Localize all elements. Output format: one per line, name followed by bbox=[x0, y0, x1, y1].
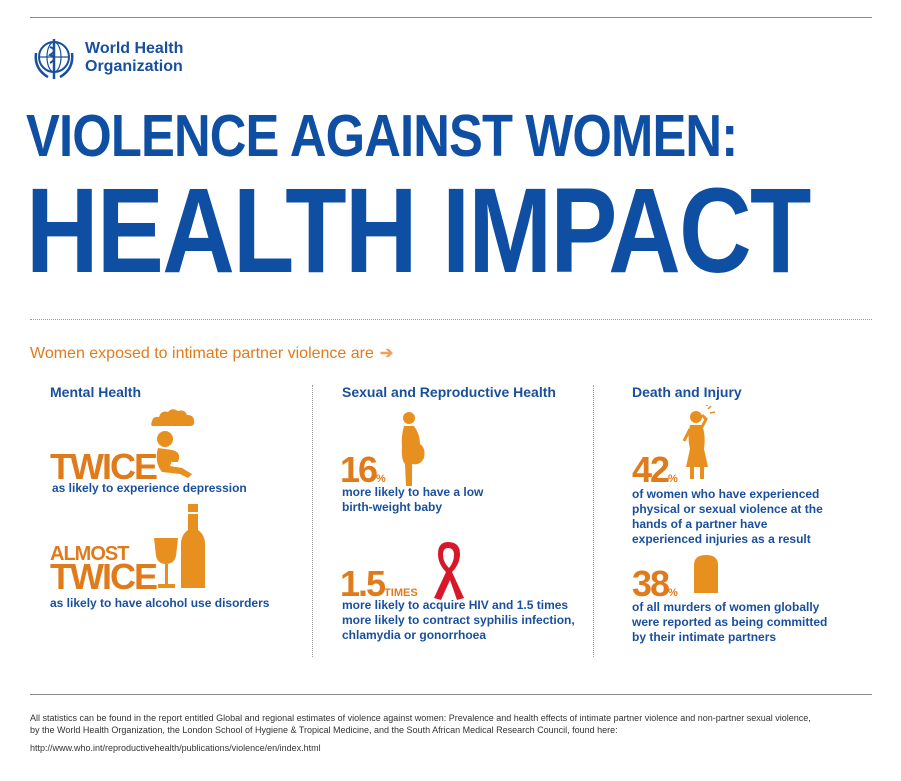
mental-stat-2-description: as likely to have alcohol use disorders bbox=[50, 596, 270, 610]
sexual-stat-2-description: more likely to acquire HIV and 1.5 times… bbox=[342, 598, 575, 643]
mental-health-heading: Mental Health bbox=[50, 384, 142, 400]
death-stat-2-unit: % bbox=[668, 587, 678, 599]
who-emblem-icon bbox=[34, 39, 74, 79]
title-divider bbox=[30, 319, 872, 320]
top-divider bbox=[30, 17, 872, 18]
sexual-stat-1-desc-line-1: more likely to have a low bbox=[342, 485, 484, 499]
footer-line-1: All statistics can be found in the repor… bbox=[30, 713, 811, 723]
death-stat-2-desc-line-3: by their intimate partners bbox=[632, 630, 777, 644]
footer-url[interactable]: http://www.who.int/reproductivehealth/pu… bbox=[30, 743, 321, 753]
organization-line-1: World Health bbox=[85, 40, 184, 57]
footer-source: All statistics can be found in the repor… bbox=[30, 712, 875, 736]
organization-name: World Health Organization bbox=[85, 40, 183, 76]
depressed-person-icon bbox=[156, 431, 192, 478]
sexual-stat-2: 1.5TIMES bbox=[340, 566, 418, 602]
sexual-stat-1: 16% bbox=[340, 452, 386, 488]
wine-bottle-glass-icon bbox=[154, 504, 205, 588]
death-injury-heading: Death and Injury bbox=[632, 384, 742, 400]
death-stat-2-desc-line-2: were reported as being committed bbox=[632, 615, 828, 629]
sexual-stat-1-value: 16 bbox=[340, 449, 378, 490]
organization-line-2: Organization bbox=[85, 58, 183, 75]
sexual-stat-1-desc-line-2: birth-weight baby bbox=[342, 500, 442, 514]
sexual-stat-1-description: more likely to have a low birth-weight b… bbox=[342, 485, 483, 515]
death-stat-1: 42% bbox=[632, 452, 678, 488]
sexual-stat-2-unit: TIMES bbox=[384, 587, 418, 599]
cloud-icon bbox=[151, 409, 195, 426]
tombstone-icon bbox=[694, 555, 718, 593]
footer-line-2: by the World Health Organization, the Lo… bbox=[30, 725, 618, 735]
mental-stat-2-value: TWICE bbox=[50, 556, 158, 597]
intro-text: Women exposed to intimate partner violen… bbox=[30, 345, 374, 362]
death-stat-1-value: 42 bbox=[632, 449, 670, 490]
intro-line: Women exposed to intimate partner violen… bbox=[30, 343, 393, 363]
sexual-health-heading: Sexual and Reproductive Health bbox=[342, 384, 556, 400]
title-line-1: VIOLENCE AGAINST WOMEN: bbox=[26, 103, 738, 169]
death-stat-1-unit: % bbox=[668, 473, 678, 485]
arrow-right-icon: ➔ bbox=[379, 345, 394, 362]
death-stat-2-value: 38 bbox=[632, 563, 670, 604]
footer-divider bbox=[30, 694, 872, 695]
death-stat-1-desc-line-4: experienced injuries as a result bbox=[632, 532, 811, 546]
death-stat-1-desc-line-3: hands of a partner have bbox=[632, 517, 768, 531]
mental-stat-1-value: TWICE bbox=[50, 446, 158, 487]
pregnant-woman-icon bbox=[401, 412, 425, 486]
title-line-2: HEALTH IMPACT bbox=[26, 162, 811, 298]
column-separator-1 bbox=[312, 385, 313, 657]
death-stat-1-desc-line-2: physical or sexual violence at the bbox=[632, 502, 823, 516]
red-ribbon-icon bbox=[434, 542, 464, 600]
death-stat-2-description: of all murders of women globally were re… bbox=[632, 600, 827, 645]
sexual-stat-2-value: 1.5 bbox=[340, 563, 386, 604]
death-stat-2: 38% bbox=[632, 566, 678, 602]
sexual-stat-2-desc-line-1: more likely to acquire HIV and 1.5 times bbox=[342, 598, 569, 612]
death-stat-1-description: of women who have experienced physical o… bbox=[632, 487, 823, 547]
mental-stat-1-description: as likely to experience depression bbox=[52, 481, 247, 495]
column-separator-2 bbox=[593, 385, 594, 657]
death-stat-2-desc-line-1: of all murders of women globally bbox=[632, 600, 820, 614]
injured-woman-icon bbox=[682, 405, 716, 479]
sexual-stat-1-unit: % bbox=[376, 473, 386, 485]
sexual-stat-2-desc-line-2: more likely to contract syphilis infecti… bbox=[342, 613, 575, 627]
mental-stat-2-qualifier: ALMOST bbox=[50, 543, 129, 565]
sexual-stat-2-desc-line-3: chlamydia or gonorrhoea bbox=[342, 628, 487, 642]
death-stat-1-desc-line-1: of women who have experienced bbox=[632, 487, 820, 501]
